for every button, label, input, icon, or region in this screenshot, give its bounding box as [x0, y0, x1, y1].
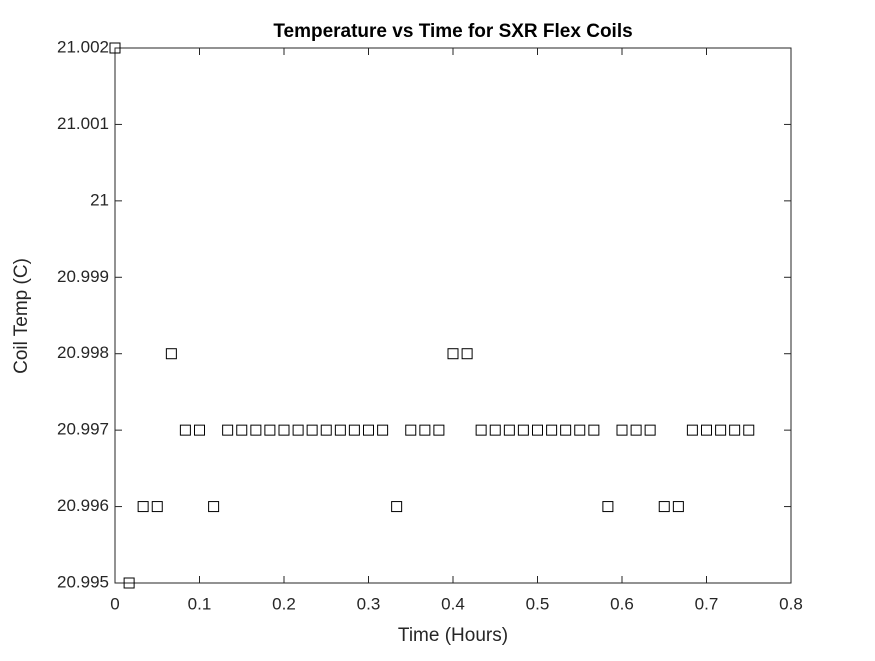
data-point: [715, 424, 727, 436]
y-tick-label: 21.002: [57, 37, 109, 56]
data-point: [602, 501, 614, 513]
x-tick-label: 0.7: [695, 594, 719, 613]
data-point: [616, 424, 628, 436]
data-point: [672, 501, 684, 513]
data-point: [517, 424, 529, 436]
y-tick-label: 21: [90, 190, 109, 209]
data-point: [447, 348, 459, 360]
data-point: [503, 424, 515, 436]
data-point: [348, 424, 360, 436]
data-point: [250, 424, 262, 436]
y-tick-label: 20.998: [57, 343, 109, 362]
data-point: [574, 424, 586, 436]
data-point: [588, 424, 600, 436]
data-point: [137, 501, 149, 513]
data-point: [729, 424, 741, 436]
data-point: [743, 424, 755, 436]
x-tick-label: 0.3: [357, 594, 381, 613]
y-tick-label: 20.999: [57, 267, 109, 286]
y-tick-label: 20.995: [57, 572, 109, 591]
data-point: [194, 424, 205, 436]
data-point: [123, 577, 135, 589]
x-tick-label: 0: [110, 594, 119, 613]
data-point: [701, 424, 712, 436]
x-tick-label: 0.1: [188, 594, 212, 613]
y-tick-label: 21.001: [57, 114, 109, 133]
data-point: [179, 424, 191, 436]
data-point: [391, 501, 403, 513]
data-point: [489, 424, 501, 436]
data-point: [278, 424, 290, 436]
data-point: [686, 424, 698, 436]
data-point: [644, 424, 656, 436]
x-tick-label: 0.6: [610, 594, 634, 613]
x-tick-label: 0.4: [441, 594, 465, 613]
chart-title: Temperature vs Time for SXR Flex Coils: [273, 21, 632, 42]
data-point: [236, 424, 248, 436]
x-axis-label: Time (Hours): [398, 625, 508, 646]
y-tick-label: 20.997: [57, 420, 109, 439]
data-point: [532, 424, 543, 436]
data-point: [306, 424, 318, 436]
data-point: [363, 424, 374, 436]
data-point: [405, 424, 417, 436]
data-point: [630, 424, 642, 436]
x-tick-label: 0.5: [526, 594, 550, 613]
data-point: [320, 424, 332, 436]
data-point: [461, 348, 473, 360]
y-axis-label: Coil Temp (C): [11, 258, 32, 374]
data-point: [546, 424, 558, 436]
data-point: [658, 501, 670, 513]
y-tick-label: 20.996: [57, 496, 109, 515]
data-point: [208, 501, 220, 513]
data-point: [334, 424, 346, 436]
data-point: [109, 42, 121, 54]
x-tick-label: 0.8: [779, 594, 803, 613]
data-point: [419, 424, 431, 436]
data-point: [165, 348, 177, 360]
data-point: [222, 424, 234, 436]
data-point: [264, 424, 276, 436]
data-point: [560, 424, 572, 436]
data-point: [475, 424, 487, 436]
data-point: [151, 501, 163, 513]
x-tick-label: 0.2: [272, 594, 296, 613]
data-point: [292, 424, 304, 436]
data-point: [433, 424, 445, 436]
data-point: [377, 424, 389, 436]
